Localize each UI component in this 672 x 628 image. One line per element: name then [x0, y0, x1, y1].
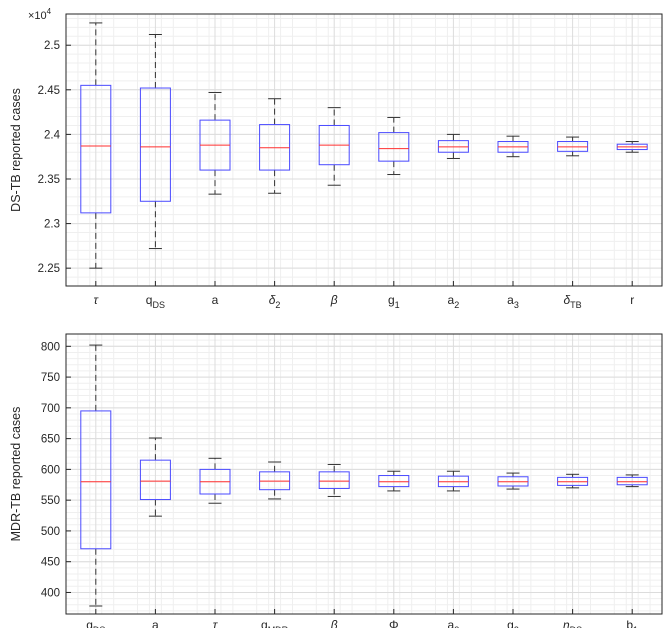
iqr-box [139, 87, 171, 202]
box-4 [318, 107, 350, 186]
y-tick-label: 650 [41, 434, 60, 446]
x-category-label: qMDR [261, 618, 289, 628]
x-category-label: qDS [146, 293, 165, 310]
x-category-label: a3 [507, 293, 519, 310]
box-1 [139, 437, 171, 517]
iqr-box [80, 84, 112, 214]
x-category-label: b1 [626, 618, 638, 628]
box-3 [259, 461, 291, 500]
box-2 [199, 457, 231, 504]
y-tick-label: 2.4 [44, 129, 61, 141]
box-7 [497, 135, 529, 158]
box-7 [497, 472, 529, 490]
x-category-label: τ [94, 293, 100, 307]
iqr-box [80, 410, 112, 550]
box-8 [557, 473, 589, 489]
x-category-label: g1 [388, 293, 400, 310]
box-8 [557, 136, 589, 157]
y-tick-label: 2.5 [44, 40, 60, 52]
x-category-label: a3 [448, 618, 460, 628]
iqr-box [616, 476, 648, 486]
x-category-label: r [630, 293, 634, 307]
iqr-box [139, 459, 171, 501]
y-tick-label: 2.45 [38, 85, 60, 97]
x-category-label: a2 [448, 293, 460, 310]
y-tick-label: 2.35 [38, 174, 60, 186]
axes-frame [65, 13, 663, 287]
box-1 [139, 34, 171, 250]
iqr-box [378, 132, 410, 162]
axes-frame [65, 333, 663, 615]
y-tick-label: 700 [41, 403, 60, 415]
x-category-label: δ2 [269, 293, 281, 310]
box-0 [80, 22, 112, 269]
y-tick-label: 800 [41, 341, 60, 353]
x-category-label: β [330, 293, 338, 307]
y-tick-label: 450 [41, 557, 60, 569]
box-5 [378, 116, 410, 176]
x-category-label: qDS [86, 618, 105, 628]
iqr-box [378, 475, 410, 488]
box-2 [199, 91, 231, 195]
iqr-box [318, 471, 350, 489]
x-category-label: a [152, 618, 159, 628]
box-6 [437, 470, 469, 492]
mdr-tb-boxplot-panel: 400 450 500 550 600 650 700 750 800 MDR-TB report… [9, 333, 663, 628]
y-multiplier-label: ×104 [28, 7, 52, 22]
x-category-label: Φ [389, 618, 399, 628]
x-category-label: a [212, 293, 219, 307]
x-category-label: δTB [564, 293, 582, 310]
y-axis-label: DS-TB reported cases [9, 88, 23, 212]
y-tick-label: 600 [41, 464, 60, 476]
box-9 [616, 474, 648, 488]
box-6 [437, 133, 469, 159]
y-tick-label: 500 [41, 526, 60, 538]
y-tick-label: 2.3 [44, 219, 60, 231]
box-5 [378, 470, 410, 492]
y-tick-label: 2.25 [38, 263, 60, 275]
y-tick-label: 550 [41, 495, 60, 507]
x-category-label: β [330, 618, 338, 628]
x-category-label: ηDS [563, 618, 582, 628]
x-category-label: g2 [507, 618, 519, 628]
box-4 [318, 463, 350, 497]
box-0 [80, 344, 112, 607]
box-9 [616, 141, 648, 153]
ds-tb-boxplot-panel: 2.25 2.3 2.35 2.4 2.45 2.5 ×104 DS-TB reported … [9, 7, 663, 310]
y-tick-label: 750 [41, 372, 60, 384]
y-tick-label: 400 [41, 587, 60, 599]
x-category-label: τ [213, 618, 219, 628]
box-3 [259, 98, 291, 194]
y-axis-label: MDR-TB reported cases [9, 407, 23, 542]
